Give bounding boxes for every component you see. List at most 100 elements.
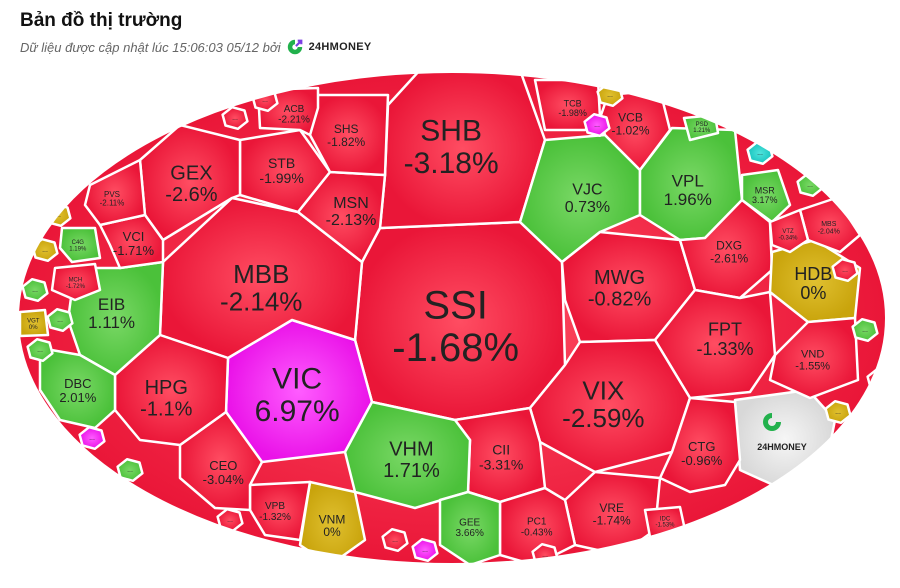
- stock-cell-vtz[interactable]: VTZ-0.34%: [768, 208, 810, 254]
- cell-ticker: MCH: [69, 278, 83, 284]
- stock-cell-pvs[interactable]: PVS-2.11%: [83, 158, 147, 227]
- cell-ellipsis: ...: [57, 317, 63, 324]
- small-stock-cell[interactable]: ...: [221, 105, 249, 131]
- stock-cell-shb[interactable]: SHB-3.18%: [378, 70, 547, 230]
- cell-shape: [83, 158, 147, 227]
- small-stock-cell[interactable]: ...: [824, 399, 852, 425]
- cell-change: -1.82%: [327, 135, 365, 149]
- cell-ticker: HDB: [794, 264, 832, 284]
- cell-shape: [438, 490, 502, 564]
- cell-ticker: CTG: [688, 439, 715, 454]
- small-stock-cell[interactable]: ...: [831, 257, 859, 283]
- cell-shape: [381, 527, 409, 553]
- stock-cell-ctg[interactable]: CTG-0.96%: [658, 396, 742, 494]
- cell-shape: [658, 396, 742, 494]
- cell-ticker: VCI: [123, 229, 145, 244]
- small-stock-cell[interactable]: ...: [381, 527, 409, 553]
- cell-shape: [26, 337, 54, 363]
- cell-ticker: GEX: [170, 162, 212, 184]
- cell-ticker: VCB: [618, 111, 643, 125]
- cell-ticker: VIC: [272, 363, 322, 396]
- cell-ellipsis: ...: [262, 97, 268, 104]
- cell-change: -1.32%: [259, 512, 291, 523]
- cell-ticker: EIB: [98, 295, 125, 314]
- cell-ellipsis: ...: [862, 327, 868, 334]
- cell-shape: [824, 399, 852, 425]
- small-stock-cell[interactable]: ...: [26, 337, 54, 363]
- small-stock-cell[interactable]: ...: [46, 307, 74, 333]
- cell-change: -2.13%: [326, 212, 377, 229]
- small-stock-cell[interactable]: ...: [851, 317, 879, 343]
- cell-ticker: VTZ: [782, 229, 794, 235]
- cell-change: 0%: [323, 525, 341, 539]
- update-text: Dữ liệu được cập nhật lúc 15:06:03 05/12…: [20, 39, 281, 55]
- cell-change: -0.96%: [681, 453, 723, 468]
- stock-cell-hpg[interactable]: HPG-1.1%: [113, 333, 230, 447]
- cell-shape: [768, 316, 860, 400]
- brand-name: 24HMONEY: [308, 41, 372, 53]
- cell-shape: [38, 346, 117, 430]
- cell-change: 0.73%: [565, 199, 610, 216]
- cell-ticker: DBC: [64, 376, 91, 391]
- stock-cell-dxg[interactable]: DXG-2.61%: [678, 198, 774, 300]
- cell-ellipsis: ...: [689, 534, 695, 541]
- cell-ellipsis: ...: [877, 377, 883, 384]
- stock-cell-shs[interactable]: SHS-1.82%: [308, 93, 390, 177]
- cell-ticker: GEE: [459, 517, 480, 528]
- cell-change: -3.04%: [203, 472, 245, 487]
- cell-ellipsis: ...: [232, 115, 238, 122]
- small-stock-cell[interactable]: ...: [583, 112, 611, 138]
- cell-change: 0%: [800, 283, 826, 303]
- cell-ticker: VPL: [672, 172, 704, 191]
- cell-ticker: PVS: [104, 190, 120, 199]
- small-stock-cell[interactable]: ...: [251, 87, 279, 113]
- small-stock-cell[interactable]: ...: [78, 425, 106, 451]
- stock-cell-mwg[interactable]: MWG-0.82%: [560, 230, 697, 344]
- stock-cell-ceo[interactable]: CEO-3.04%: [178, 410, 264, 512]
- small-stock-cell[interactable]: ...: [678, 524, 706, 550]
- small-stock-cell[interactable]: ...: [116, 457, 144, 483]
- cell-change: -1.68%: [392, 326, 519, 370]
- cell-ticker: CEO: [209, 458, 237, 473]
- cell-shape: [678, 524, 706, 550]
- cell-change: -1.71%: [113, 243, 155, 258]
- cell-change: -2.61%: [710, 252, 748, 266]
- cell-ticker: VNM: [319, 512, 346, 526]
- cell-ellipsis: ...: [42, 247, 48, 254]
- cell-ellipsis: ...: [89, 435, 95, 442]
- cell-ellipsis: ...: [842, 267, 848, 274]
- small-stock-cell[interactable]: ...: [411, 537, 439, 563]
- cell-shape: [26, 427, 54, 453]
- stock-cell-mbb[interactable]: MBB-2.14%: [158, 196, 364, 360]
- small-stock-cell[interactable]: ...: [216, 507, 244, 533]
- cell-ellipsis: ...: [32, 287, 38, 294]
- cell-ticker: C4G: [72, 240, 85, 246]
- cell-ticker: PC1: [527, 517, 547, 528]
- cell-change: 3.17%: [752, 195, 778, 205]
- small-stock-cell[interactable]: ...: [21, 277, 49, 303]
- cell-change: -1.53%: [655, 523, 675, 529]
- cell-change: 1.11%: [88, 313, 135, 332]
- small-stock-cell[interactable]: ...: [26, 427, 54, 453]
- small-stock-cell[interactable]: ...: [531, 542, 559, 566]
- small-stock-cell[interactable]: ...: [31, 237, 59, 263]
- cell-ticker: VGT: [27, 319, 40, 325]
- cell-ticker: VND: [801, 349, 824, 361]
- stock-cell-vnd[interactable]: VND-1.55%: [768, 316, 860, 400]
- small-stock-cell[interactable]: ...: [776, 122, 804, 148]
- stock-cell-ssi[interactable]: SSI-1.68%: [353, 220, 567, 422]
- stock-cell-msn[interactable]: MSN-2.13%: [296, 170, 387, 264]
- stock-cell-mch[interactable]: MCH-1.72%: [50, 262, 102, 302]
- cell-shape: [851, 317, 879, 343]
- cell-ticker: SHB: [420, 115, 482, 148]
- cell-ticker: MSN: [333, 195, 369, 212]
